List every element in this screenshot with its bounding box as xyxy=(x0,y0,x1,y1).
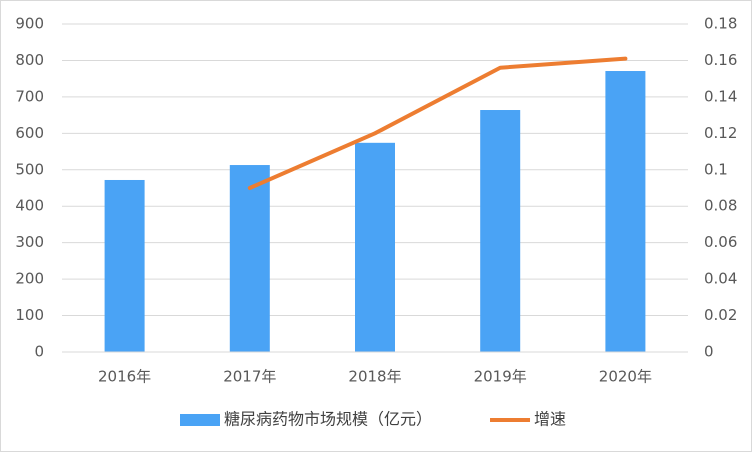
y-tick-label: 600 xyxy=(15,124,44,142)
bar xyxy=(355,142,395,352)
y-tick-label: 700 xyxy=(15,87,44,105)
y2-tick-label: 0.08 xyxy=(704,197,737,215)
y-tick-label: 800 xyxy=(15,51,44,69)
y2-tick-label: 0.16 xyxy=(704,51,737,69)
y-tick-label: 200 xyxy=(15,270,44,288)
x-tick-label: 2018年 xyxy=(348,368,401,386)
y-tick-label: 900 xyxy=(15,15,44,33)
y-tick-label: 100 xyxy=(15,306,44,324)
y2-tick-label: 0 xyxy=(704,343,714,361)
bar xyxy=(104,179,145,352)
legend-swatch xyxy=(180,414,220,426)
legend-label: 糖尿病药物市场规模（亿元） xyxy=(224,410,432,429)
y2-tick-label: 0.02 xyxy=(704,306,737,324)
y-tick-label: 0 xyxy=(34,343,44,361)
y2-tick-label: 0.14 xyxy=(704,87,737,105)
x-tick-label: 2016年 xyxy=(98,368,151,386)
x-tick-label: 2019年 xyxy=(474,368,527,386)
y2-tick-label: 0.04 xyxy=(704,270,737,288)
legend-label: 增速 xyxy=(534,410,566,429)
y-tick-label: 400 xyxy=(15,197,44,215)
bar xyxy=(229,165,270,352)
x-tick-label: 2020年 xyxy=(599,368,652,386)
y2-tick-label: 0.06 xyxy=(704,233,737,251)
y-tick-label: 300 xyxy=(15,233,44,251)
line xyxy=(247,56,628,190)
bar xyxy=(480,110,521,353)
bar xyxy=(605,71,646,352)
x-tick-label: 2017年 xyxy=(223,368,276,386)
legend: 糖尿病药物市场规模（亿元） 增速 xyxy=(180,410,566,429)
y2-tick-label: 0.1 xyxy=(704,160,728,178)
y-tick-label: 500 xyxy=(15,160,44,178)
y2-tick-label: 0.12 xyxy=(704,124,737,142)
y2-tick-label: 0.18 xyxy=(704,15,737,33)
